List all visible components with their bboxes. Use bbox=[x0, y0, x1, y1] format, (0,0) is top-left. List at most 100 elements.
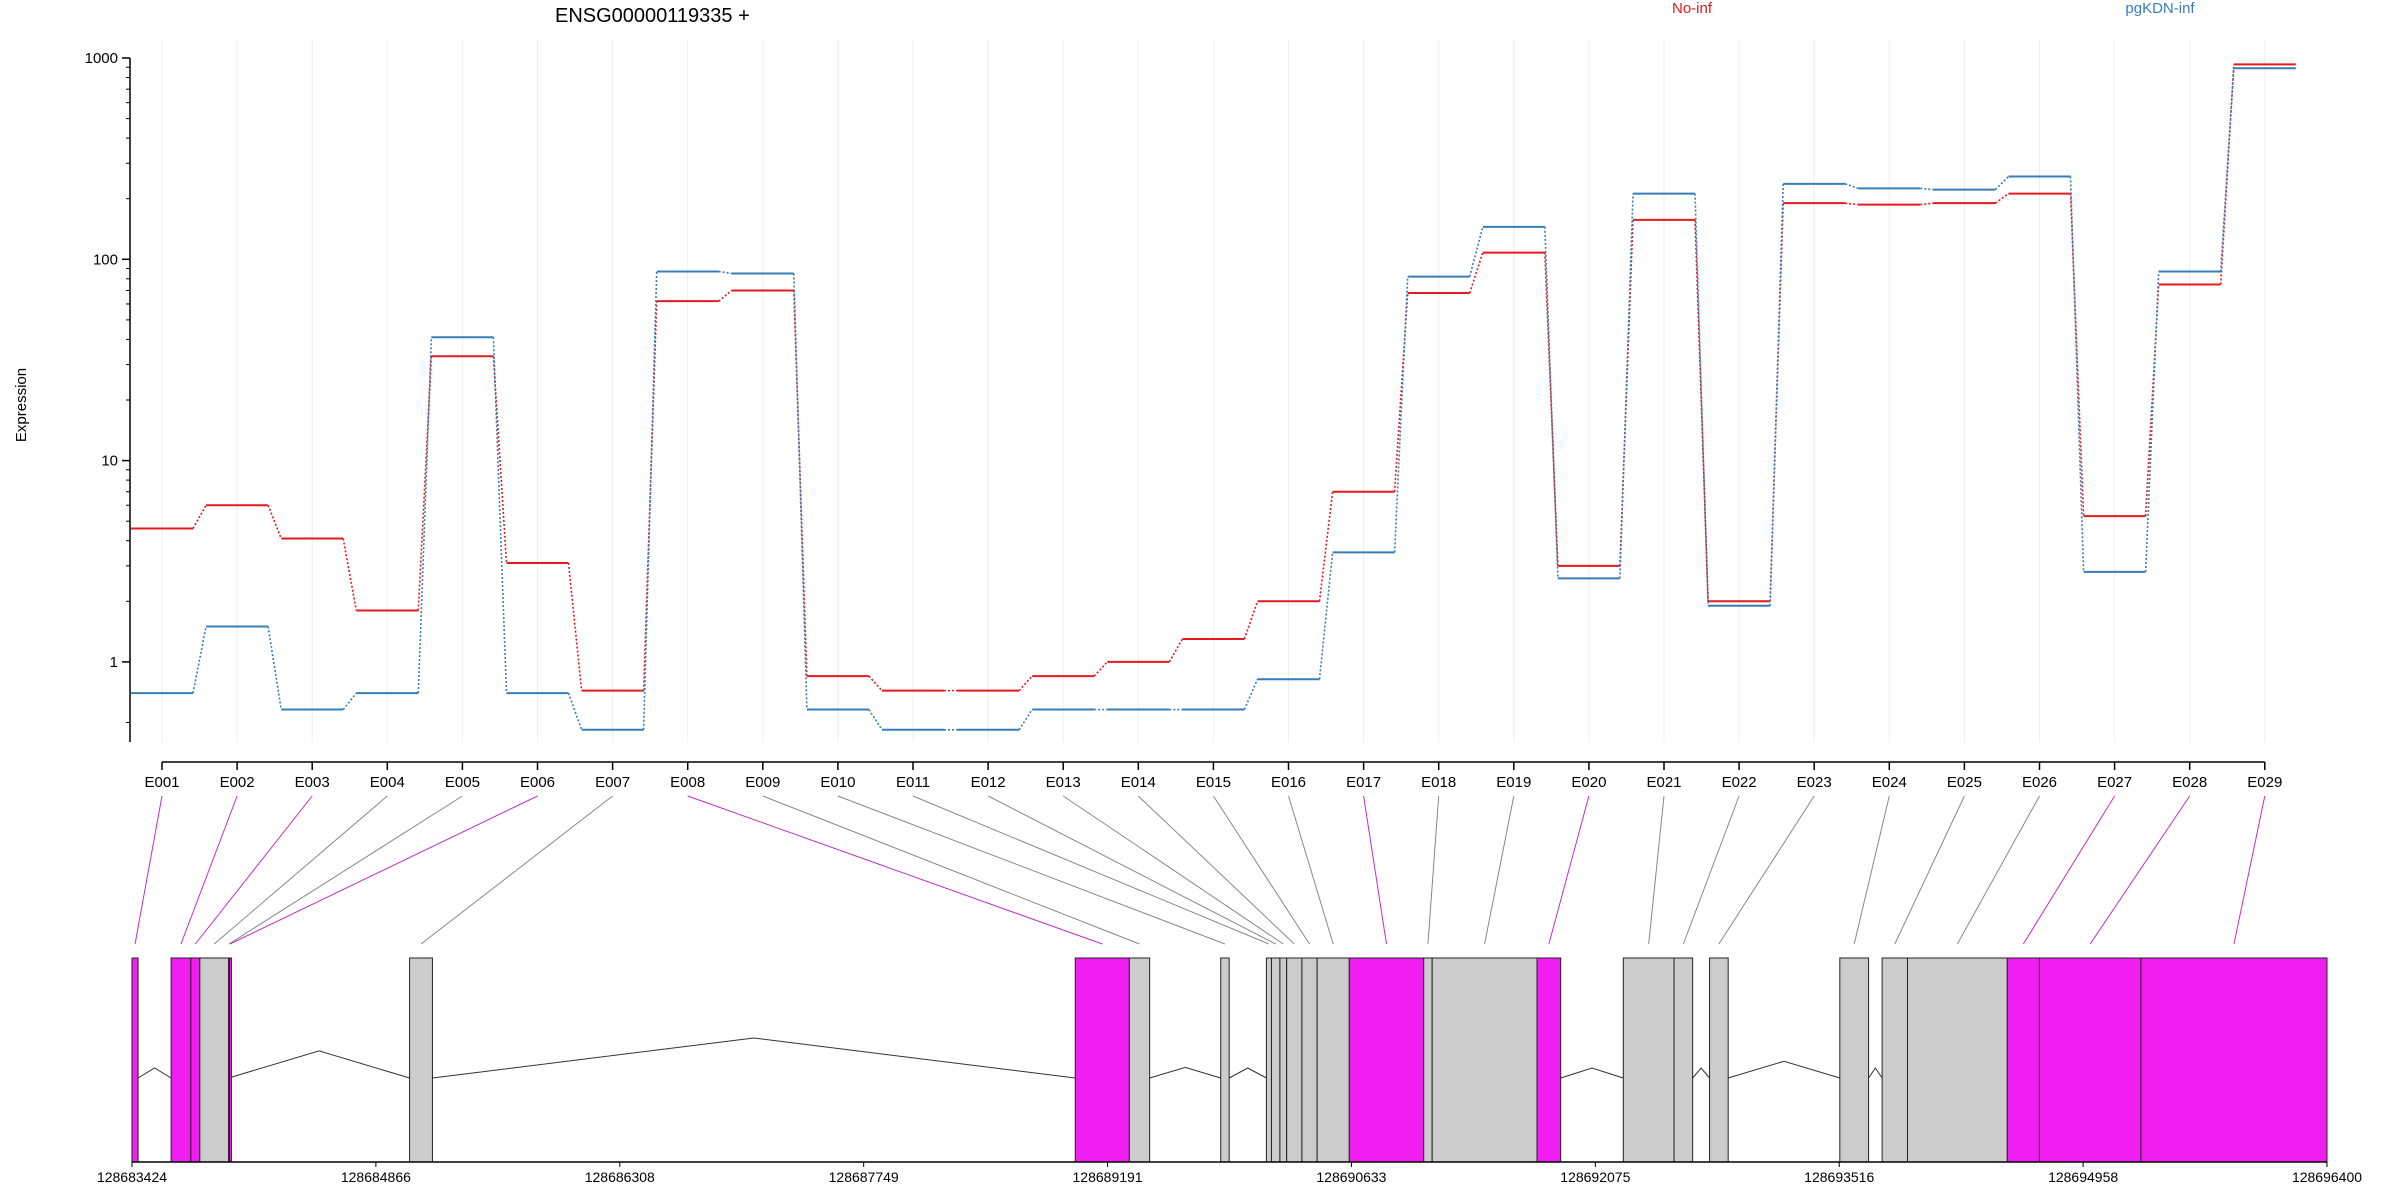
x-tick-label-e008: E008 bbox=[670, 774, 705, 791]
exon-e013 bbox=[1279, 957, 1288, 1163]
series-transition bbox=[1318, 491, 1334, 602]
exon-e025 bbox=[1881, 957, 1908, 1163]
genome-tick-label: 128686308 bbox=[585, 1169, 655, 1185]
x-tick-label-e007: E007 bbox=[595, 774, 630, 791]
genome-tick-label: 128692075 bbox=[1560, 1169, 1630, 1185]
series-transition bbox=[492, 337, 508, 694]
series-transition bbox=[2219, 68, 2235, 272]
gene-model: 128683424 128684866 128686308 128687749 1286… bbox=[97, 957, 2362, 1185]
link-e028 bbox=[2089, 795, 2191, 945]
genome-tick-label: 128693516 bbox=[1804, 1169, 1874, 1185]
series-transition bbox=[1093, 661, 1108, 677]
x-tick-label-e027: E027 bbox=[2097, 774, 2132, 791]
y-tick-label: 1 bbox=[110, 654, 118, 671]
exon-links bbox=[134, 795, 2266, 945]
series-transition bbox=[718, 270, 732, 275]
exon-e022 bbox=[1673, 957, 1694, 1163]
exon-e019 bbox=[1431, 957, 1538, 1163]
grid-layer bbox=[161, 40, 2266, 742]
x-tick-label-e026: E026 bbox=[2022, 774, 2057, 791]
link-e027 bbox=[2022, 795, 2116, 945]
exon-e009 bbox=[1128, 957, 1151, 1163]
intron bbox=[1560, 1067, 1624, 1079]
series-transition bbox=[567, 562, 583, 691]
exon-e028 bbox=[2038, 957, 2142, 1163]
series-transition bbox=[1018, 709, 1033, 731]
link-e006 bbox=[229, 795, 538, 945]
intron bbox=[1728, 1060, 1840, 1079]
link-e002 bbox=[180, 795, 238, 945]
series-transition bbox=[1168, 638, 1184, 663]
series-transition bbox=[417, 337, 433, 694]
series-transition bbox=[492, 356, 508, 564]
series-transition bbox=[793, 273, 808, 710]
exon-e016 bbox=[1316, 957, 1350, 1163]
intron bbox=[1149, 1066, 1221, 1079]
series-transition bbox=[1544, 226, 1559, 579]
link-e026 bbox=[1956, 795, 2040, 945]
link-e008 bbox=[687, 795, 1103, 945]
legend-pgkdn-inf: pgKDN-inf bbox=[2125, 0, 2195, 17]
genome-tick-label: 128683424 bbox=[97, 1169, 167, 1185]
link-e011 bbox=[912, 795, 1270, 945]
x-tick-label-e017: E017 bbox=[1346, 774, 1381, 791]
y-axis-label: Expression bbox=[13, 368, 30, 442]
x-tick-label-e021: E021 bbox=[1646, 774, 1681, 791]
x-tick-label-e016: E016 bbox=[1271, 774, 1306, 791]
series-transition bbox=[1694, 193, 1709, 606]
genome-tick-label: 128696400 bbox=[2292, 1169, 2362, 1185]
link-e001 bbox=[134, 795, 163, 945]
x-tick-label-e002: E002 bbox=[220, 774, 255, 791]
x-tick-label-e006: E006 bbox=[520, 774, 555, 791]
axes-layer: 1 10 100 1000 E001 E002 E003 E004 E005 E006 E007 E0… bbox=[85, 50, 2283, 791]
exon-e026 bbox=[1906, 957, 2008, 1163]
link-e022 bbox=[1682, 795, 1740, 945]
series-transition bbox=[267, 626, 282, 710]
intron bbox=[228, 1050, 410, 1079]
intron bbox=[137, 1067, 172, 1079]
exon-e018 bbox=[1423, 957, 1433, 1163]
x-tick-label-e025: E025 bbox=[1947, 774, 1982, 791]
x-tick-label-e011: E011 bbox=[896, 774, 930, 791]
series-transition bbox=[868, 675, 883, 692]
link-e009 bbox=[762, 795, 1140, 945]
link-e005 bbox=[228, 795, 463, 945]
chart-title: ENSG00000119335 + bbox=[555, 5, 750, 27]
link-e010 bbox=[837, 795, 1226, 945]
genome-tick-label: 128694958 bbox=[2048, 1169, 2118, 1185]
exon-e023 bbox=[1709, 957, 1729, 1163]
intron bbox=[1228, 1067, 1267, 1079]
exon-e021 bbox=[1622, 957, 1675, 1163]
series-transition bbox=[1393, 276, 1409, 553]
link-e013 bbox=[1062, 795, 1284, 945]
x-tick-label-e005: E005 bbox=[445, 774, 480, 791]
x-tick-label-e022: E022 bbox=[1722, 774, 1757, 791]
series-transition bbox=[567, 692, 583, 731]
x-tick-label-e010: E010 bbox=[820, 774, 855, 791]
x-tick-label-e009: E009 bbox=[745, 774, 780, 791]
series-transition bbox=[1243, 678, 1259, 710]
series-transition bbox=[642, 271, 658, 730]
link-e019 bbox=[1484, 795, 1515, 945]
x-tick-label-e029: E029 bbox=[2247, 774, 2282, 791]
exon-e014 bbox=[1286, 957, 1303, 1163]
link-e017 bbox=[1363, 795, 1387, 945]
x-tick-label-e012: E012 bbox=[971, 774, 1006, 791]
series-transition bbox=[2069, 193, 2085, 517]
series-transition bbox=[868, 709, 883, 731]
genome-tick-label: 128689191 bbox=[1073, 1169, 1143, 1185]
series-transition bbox=[1393, 292, 1409, 492]
genome-tick-label: 128690633 bbox=[1316, 1169, 1386, 1185]
legend-no-inf: No-inf bbox=[1672, 0, 1713, 17]
y-tick-label: 1000 bbox=[85, 50, 118, 67]
series-transition bbox=[1468, 252, 1484, 294]
series-transition bbox=[1994, 192, 2009, 204]
link-e018 bbox=[1427, 795, 1440, 945]
exon-e006 bbox=[228, 957, 232, 1163]
exon-e020 bbox=[1536, 957, 1562, 1163]
exon-e024 bbox=[1839, 957, 1870, 1163]
exon-e029 bbox=[2140, 957, 2328, 1163]
link-e015 bbox=[1212, 795, 1310, 945]
link-e003 bbox=[194, 795, 313, 945]
